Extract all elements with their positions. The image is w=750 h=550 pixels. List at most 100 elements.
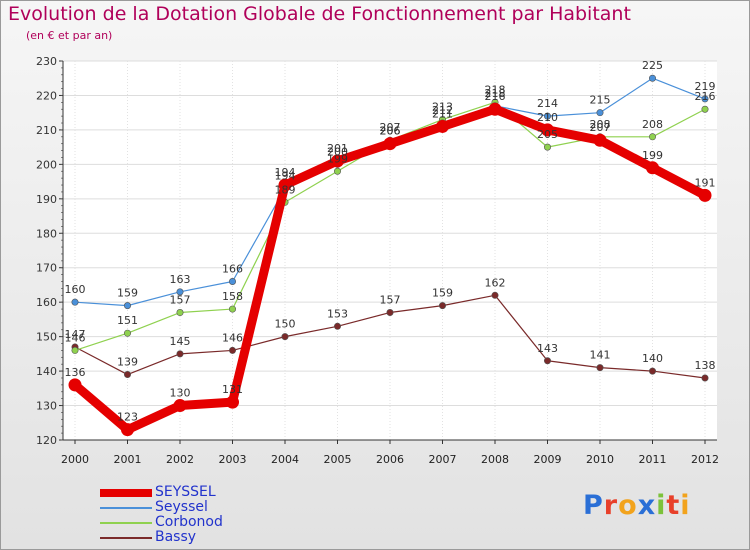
data-point-seyssel: [698, 188, 712, 202]
y-tick-label: 140: [36, 365, 57, 378]
data-label-corbonod: 207: [380, 121, 401, 134]
data-point-seyssel: [226, 395, 239, 409]
data-label-corbonod: 189: [275, 183, 296, 196]
data-label-corbonod: 199: [327, 152, 348, 165]
data-label-bassy: 145: [170, 335, 191, 348]
data-point-seyssel: [593, 133, 607, 147]
data-label-bassy: 141: [590, 349, 611, 362]
legend-label: Corbonod: [155, 514, 223, 530]
y-tick-label: 220: [36, 89, 57, 102]
x-tick-label: 2003: [219, 453, 247, 466]
data-label-seyssel: 216: [485, 90, 506, 103]
legend-label: SEYSSEL: [155, 484, 216, 500]
data-point-bassy: [333, 322, 341, 330]
data-label-seyssel: 163: [170, 273, 191, 286]
x-tick-label: 2000: [61, 453, 89, 466]
data-point-bassy: [229, 346, 237, 354]
data-point-bassy: [386, 309, 394, 317]
data-point-seyssel: [121, 423, 134, 437]
data-label-seyssel: 130: [170, 387, 191, 400]
data-point-corbonod: [543, 143, 551, 151]
data-point-bassy: [281, 333, 289, 341]
data-point-seyssel: [488, 102, 502, 116]
x-tick-label: 2006: [376, 453, 404, 466]
x-tick-label: 2004: [271, 453, 299, 466]
data-point-corbonod: [176, 309, 184, 317]
legend-label: Seyssel: [155, 499, 208, 515]
data-point-seyssel: [71, 298, 79, 306]
y-tick-label: 210: [36, 124, 57, 137]
data-point-bassy: [438, 302, 446, 310]
data-label-bassy: 147: [65, 328, 86, 341]
data-label-seyssel: 194: [275, 169, 296, 182]
data-label-corbonod: 158: [222, 290, 243, 303]
data-point-seyssel: [331, 154, 344, 168]
data-label-bassy: 138: [695, 359, 716, 372]
chart-subtitle: (en € et par an): [26, 29, 113, 42]
data-point-corbonod: [701, 105, 709, 113]
data-label-seyssel: 160: [65, 283, 86, 296]
data-point-bassy: [701, 374, 709, 382]
data-point-seyssel: [648, 74, 656, 82]
x-tick-label: 2009: [534, 453, 562, 466]
data-point-bassy: [543, 357, 551, 365]
data-label-seyssel: 206: [380, 125, 401, 138]
data-label-corbonod: 146: [65, 331, 86, 344]
data-label-seyssel: 200: [327, 145, 348, 158]
data-label-bassy: 159: [432, 287, 453, 300]
x-tick-label: 2001: [114, 453, 142, 466]
data-label-bassy: 143: [537, 342, 558, 355]
data-label-seyssel: 166: [222, 263, 243, 276]
y-tick-label: 180: [36, 227, 57, 240]
y-tick-label: 160: [36, 296, 57, 309]
legend-swatch: [100, 522, 152, 524]
data-point-seyssel: [278, 178, 292, 192]
data-label-seyssel: 212: [432, 104, 453, 117]
data-label-corbonod: 208: [590, 118, 611, 131]
data-label-seyssel: 214: [537, 97, 558, 110]
data-point-seyssel: [646, 161, 659, 175]
data-label-seyssel: 194: [275, 166, 296, 179]
data-point-bassy: [124, 371, 132, 379]
data-point-seyssel: [541, 123, 554, 137]
legend-swatch: [100, 507, 152, 509]
data-point-bassy: [648, 367, 656, 375]
data-label-seyssel: 206: [380, 125, 401, 138]
data-label-corbonod: 218: [485, 83, 506, 96]
y-tick-label: 170: [36, 262, 57, 275]
data-point-corbonod: [229, 305, 237, 313]
data-label-seyssel: 131: [222, 383, 243, 396]
data-label-bassy: 139: [117, 356, 138, 369]
data-label-corbonod: 208: [642, 118, 663, 131]
data-point-seyssel: [229, 278, 237, 286]
data-label-seyssel: 218: [485, 87, 506, 100]
data-point-bassy: [491, 291, 499, 299]
x-tick-label: 2012: [691, 453, 719, 466]
y-tick-label: 200: [36, 158, 57, 171]
data-label-seyssel: 207: [590, 121, 611, 134]
data-label-bassy: 162: [485, 276, 506, 289]
data-label-seyssel: 123: [117, 411, 138, 424]
data-point-corbonod: [648, 133, 656, 141]
data-label-corbonod: 216: [695, 90, 716, 103]
data-label-seyssel: 210: [537, 111, 558, 124]
data-point-seyssel: [596, 109, 604, 117]
y-tick-label: 150: [36, 331, 57, 344]
x-tick-label: 2010: [586, 453, 614, 466]
data-point-seyssel: [173, 399, 187, 413]
x-tick-label: 2008: [481, 453, 509, 466]
data-label-bassy: 153: [327, 307, 348, 320]
data-label-corbonod: 151: [117, 314, 138, 327]
data-label-seyssel: 201: [327, 142, 348, 155]
data-label-seyssel: 211: [432, 107, 453, 120]
data-label-bassy: 157: [380, 294, 401, 307]
data-point-corbonod: [71, 346, 79, 354]
data-label-seyssel: 225: [642, 59, 663, 72]
data-label-seyssel: 199: [642, 149, 663, 162]
data-label-bassy: 150: [275, 318, 296, 331]
data-point-seyssel: [543, 112, 551, 120]
data-label-bassy: 140: [642, 352, 663, 365]
proxiti-logo: Proxiti: [583, 490, 691, 521]
y-tick-label: 230: [36, 55, 57, 68]
